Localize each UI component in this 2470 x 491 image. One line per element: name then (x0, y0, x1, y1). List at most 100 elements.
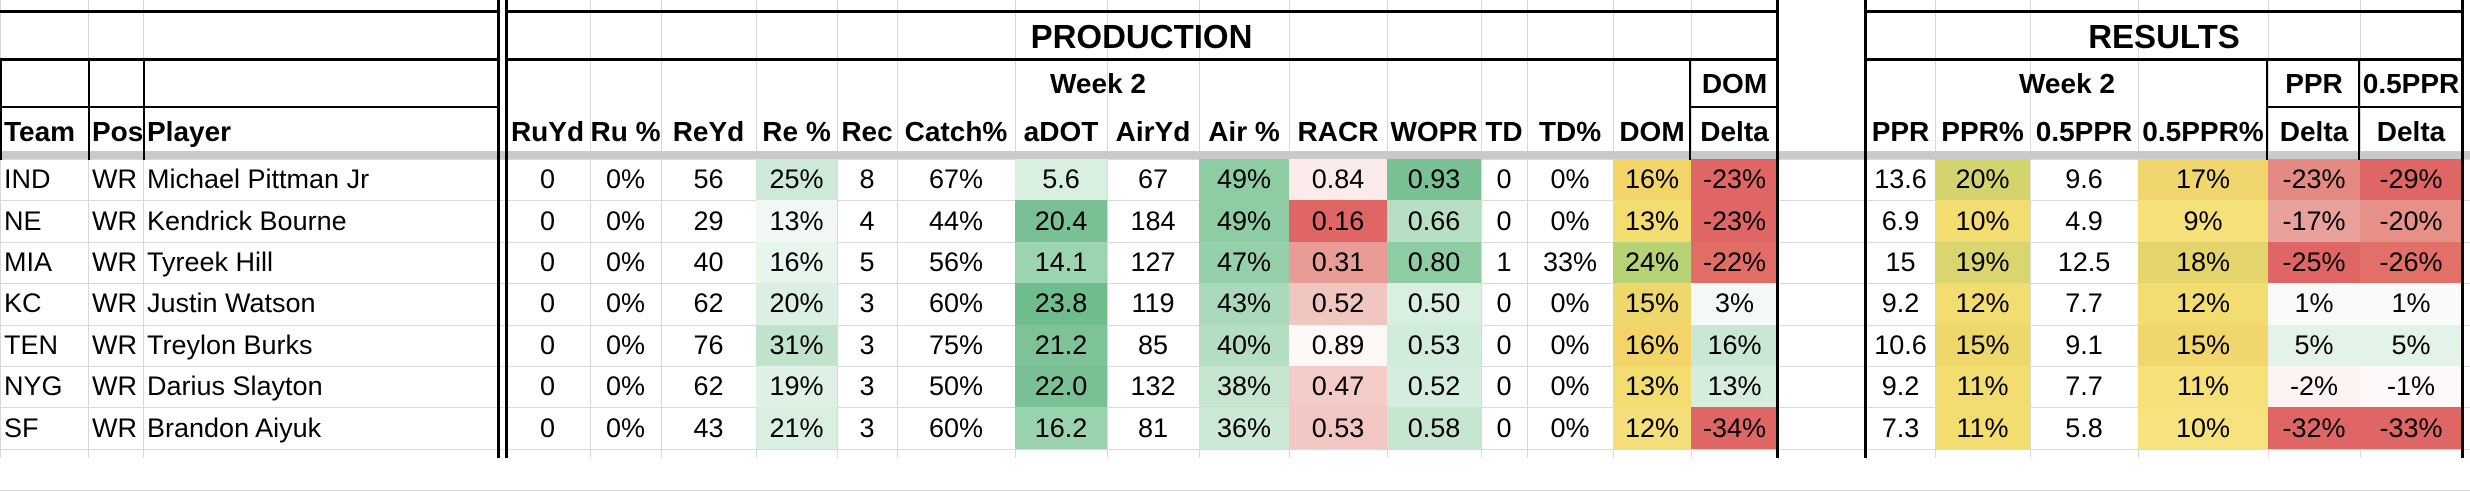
cell-racr[interactable]: 0.89 (1289, 324, 1387, 366)
cell-adot[interactable]: 5.6 (1015, 159, 1107, 201)
cell-half[interactable]: 5.8 (2065, 412, 2103, 443)
cell-racr[interactable]: 0.53 (1289, 407, 1387, 449)
cell-airpct[interactable]: 43% (1199, 283, 1289, 325)
column-header-player[interactable]: Player (147, 115, 232, 147)
cell-ruyd[interactable]: 0 (539, 205, 556, 236)
cell-half[interactable]: 7.7 (2065, 371, 2103, 402)
cell-rupct[interactable]: 0% (605, 164, 646, 195)
cell-pprpct[interactable]: 11% (1935, 407, 2030, 449)
column-header-half[interactable]: 0.5PPR (2035, 115, 2133, 147)
cell-player[interactable]: Treylon Burks (147, 329, 313, 360)
column-header-delta[interactable]: Delta (1700, 115, 1769, 147)
cell-pprpct[interactable]: 10% (1935, 200, 2030, 242)
cell-airyd[interactable]: 81 (1137, 412, 1169, 443)
cell-adot[interactable]: 21.2 (1015, 324, 1107, 366)
cell-wopr[interactable]: 0.93 (1387, 159, 1481, 201)
cell-catch[interactable]: 50% (928, 371, 984, 402)
column-header-pprdelta[interactable]: Delta (2279, 115, 2349, 147)
cell-delta[interactable]: -23% (1691, 200, 1778, 242)
cell-repct[interactable]: 31% (756, 324, 837, 366)
cell-catch[interactable]: 56% (928, 246, 984, 277)
cell-halfpct[interactable]: 18% (2138, 241, 2268, 284)
cell-rupct[interactable]: 0% (605, 412, 646, 443)
cell-pos[interactable]: WR (92, 412, 137, 443)
cell-halfpct[interactable]: 17% (2138, 159, 2268, 201)
cell-pprpct[interactable]: 15% (1935, 324, 2030, 366)
cell-airyd[interactable]: 132 (1130, 371, 1176, 402)
cell-repct[interactable]: 21% (756, 407, 837, 449)
cell-td[interactable]: 0 (1496, 164, 1512, 195)
cell-tdpct[interactable]: 0% (1550, 288, 1590, 319)
column-header-racr[interactable]: RACR (1297, 115, 1379, 147)
cell-ruyd[interactable]: 0 (539, 371, 556, 402)
cell-rec[interactable]: 8 (859, 164, 875, 195)
cell-wopr[interactable]: 0.80 (1387, 241, 1481, 284)
cell-pos[interactable]: WR (92, 246, 137, 277)
cell-halfpct[interactable]: 10% (2138, 407, 2268, 449)
cell-rec[interactable]: 4 (859, 205, 875, 236)
cell-ppr[interactable]: 10.6 (1874, 329, 1927, 360)
cell-player[interactable]: Michael Pittman Jr (147, 164, 370, 195)
column-header-pprpct[interactable]: PPR% (1941, 115, 2024, 147)
cell-player[interactable]: Justin Watson (147, 288, 316, 319)
cell-airyd[interactable]: 119 (1131, 288, 1175, 319)
cell-player[interactable]: Kendrick Bourne (147, 205, 347, 236)
cell-halfpct[interactable]: 11% (2138, 366, 2268, 408)
cell-ppr[interactable]: 6.9 (1881, 205, 1920, 236)
cell-td[interactable]: 0 (1496, 205, 1512, 236)
cell-adot[interactable]: 23.8 (1015, 283, 1107, 325)
cell-tdpct[interactable]: 0% (1550, 371, 1590, 402)
column-header-rupct[interactable]: Ru % (590, 115, 661, 147)
cell-pprpct[interactable]: 12% (1935, 283, 2030, 325)
cell-team[interactable]: NYG (4, 371, 63, 402)
cell-reyd[interactable]: 62 (693, 371, 724, 402)
cell-racr[interactable]: 0.84 (1289, 159, 1387, 201)
cell-ppr[interactable]: 13.6 (1874, 164, 1927, 195)
cell-team[interactable]: KC (4, 288, 42, 319)
column-header-team[interactable]: Team (4, 115, 76, 147)
cell-ruyd[interactable]: 0 (539, 246, 556, 277)
column-header-halfpct[interactable]: 0.5PPR% (2142, 115, 2264, 147)
cell-half[interactable]: 9.6 (2065, 164, 2103, 195)
cell-tdpct[interactable]: 0% (1550, 329, 1590, 360)
cell-pprdelta[interactable]: 1% (2268, 283, 2360, 325)
cell-pprdelta[interactable]: -2% (2268, 366, 2360, 408)
cell-halfdelta[interactable]: -20% (2360, 200, 2462, 242)
cell-halfdelta[interactable]: -29% (2360, 159, 2462, 201)
cell-tdpct[interactable]: 0% (1550, 412, 1590, 443)
cell-rupct[interactable]: 0% (605, 329, 646, 360)
cell-pos[interactable]: WR (92, 288, 137, 319)
cell-delta[interactable]: 16% (1691, 324, 1778, 366)
cell-ppr[interactable]: 9.2 (1881, 288, 1920, 319)
cell-ruyd[interactable]: 0 (539, 329, 556, 360)
cell-td[interactable]: 0 (1496, 329, 1512, 360)
cell-pprdelta[interactable]: -25% (2268, 241, 2360, 284)
cell-racr[interactable]: 0.52 (1289, 283, 1387, 325)
column-header-pos[interactable]: Pos (92, 115, 143, 147)
cell-airyd[interactable]: 127 (1130, 246, 1176, 277)
cell-pprpct[interactable]: 20% (1935, 159, 2030, 201)
cell-tdpct[interactable]: 0% (1550, 205, 1590, 236)
cell-reyd[interactable]: 43 (693, 412, 724, 443)
cell-halfdelta[interactable]: -33% (2360, 407, 2462, 449)
cell-halfdelta[interactable]: -26% (2360, 241, 2462, 284)
cell-reyd[interactable]: 76 (693, 329, 724, 360)
cell-player[interactable]: Darius Slayton (147, 371, 323, 402)
cell-half[interactable]: 9.1 (2065, 329, 2103, 360)
cell-airyd[interactable]: 67 (1137, 164, 1169, 195)
cell-catch[interactable]: 44% (928, 205, 984, 236)
cell-catch[interactable]: 67% (928, 164, 984, 195)
cell-halfdelta[interactable]: -1% (2360, 366, 2462, 408)
cell-td[interactable]: 0 (1496, 288, 1512, 319)
cell-catch[interactable]: 60% (928, 412, 984, 443)
cell-half[interactable]: 7.7 (2065, 288, 2103, 319)
column-header-halfdelta[interactable]: Delta (2376, 115, 2446, 147)
cell-wopr[interactable]: 0.52 (1387, 366, 1481, 408)
cell-adot[interactable]: 22.0 (1015, 366, 1107, 408)
cell-reyd[interactable]: 62 (693, 288, 724, 319)
column-header-wopr[interactable]: WOPR (1390, 115, 1478, 147)
cell-pprdelta[interactable]: 5% (2268, 324, 2360, 366)
cell-team[interactable]: NE (4, 205, 42, 236)
cell-dom[interactable]: 12% (1613, 407, 1691, 449)
cell-delta[interactable]: -23% (1691, 159, 1778, 201)
